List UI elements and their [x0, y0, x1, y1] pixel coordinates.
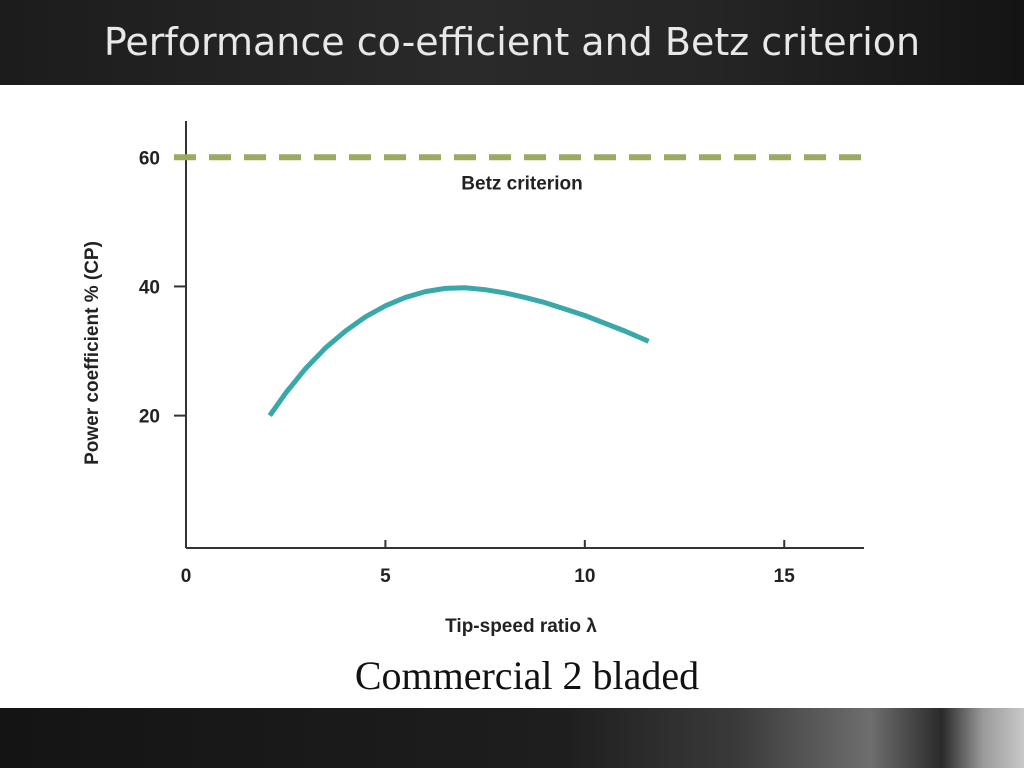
x-tick-label: 5 [380, 566, 391, 587]
slide-title: Performance co-efficient and Betz criter… [103, 20, 921, 64]
x-axis-label: Tip-speed ratio λ [445, 616, 597, 637]
series-group [267, 285, 650, 418]
y-axis-label: Power coefficient % (CP) [82, 241, 103, 465]
y-tick-label: 60 [139, 148, 160, 169]
slide-header: Performance co-efficient and Betz criter… [0, 0, 1024, 85]
slide-footer [0, 708, 1024, 768]
x-tick-label: 10 [574, 566, 595, 587]
power-coefficient-chart: Betz criterion 0 5 10 15 20 40 60 Tip-speed rat… [82, 121, 870, 637]
y-tick-label: 40 [139, 277, 160, 298]
betz-reference: Betz criterion [174, 154, 870, 194]
x-tick-label: 15 [774, 566, 796, 587]
y-tick-label: 20 [139, 407, 160, 428]
power-coefficient-curve [267, 285, 650, 418]
betz-criterion-label: Betz criterion [461, 173, 582, 194]
x-tick-label: 0 [181, 566, 192, 587]
chart-labels: 0 5 10 15 20 40 60 Tip-speed ratio λ Power coeff… [82, 148, 795, 637]
slide-caption: Commercial 2 bladed [354, 653, 700, 698]
axes [174, 121, 864, 549]
